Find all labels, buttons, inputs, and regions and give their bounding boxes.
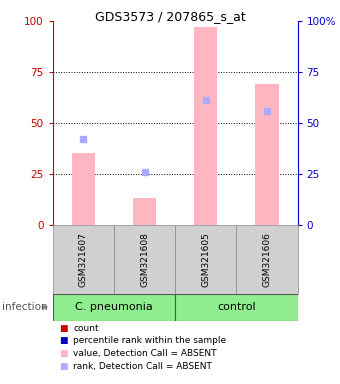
Bar [255,84,278,225]
Text: value, Detection Call = ABSENT: value, Detection Call = ABSENT [73,349,217,358]
Text: control: control [217,302,256,312]
Text: ■: ■ [59,324,68,333]
Bar [114,225,175,294]
Text: GSM321608: GSM321608 [140,232,149,286]
Bar [194,27,217,225]
Text: infection: infection [2,302,47,312]
Text: GSM321607: GSM321607 [79,232,88,286]
Text: rank, Detection Call = ABSENT: rank, Detection Call = ABSENT [73,362,212,371]
Text: count: count [73,324,99,333]
Text: GDS3573 / 207865_s_at: GDS3573 / 207865_s_at [95,10,245,23]
Text: GSM321606: GSM321606 [262,232,271,286]
Text: ■: ■ [59,336,68,346]
Bar [133,198,156,225]
Text: GSM321605: GSM321605 [201,232,210,286]
Bar [175,294,298,321]
Bar [236,225,298,294]
Text: ■: ■ [59,362,68,371]
Text: C. pneumonia: C. pneumonia [75,302,153,312]
Bar [53,294,175,321]
Bar [53,225,114,294]
Bar [72,154,95,225]
Text: percentile rank within the sample: percentile rank within the sample [73,336,226,346]
Text: ■: ■ [59,349,68,358]
Bar [175,225,236,294]
